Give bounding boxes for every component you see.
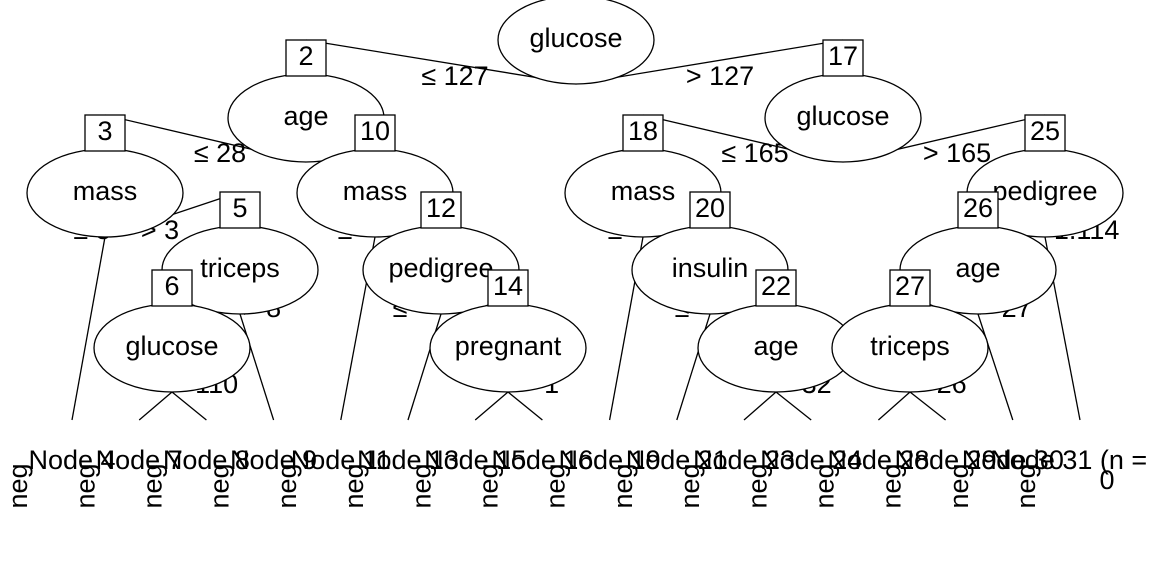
- node-id-box: [755, 269, 797, 307]
- terminal-class-label: neg: [810, 463, 840, 508]
- node-id-box: [219, 191, 261, 229]
- node-id-box: [151, 269, 193, 307]
- terminal-class-label: neg: [944, 463, 974, 508]
- edge-label: ≤ 28: [194, 138, 246, 168]
- node-id: 27: [895, 271, 925, 301]
- terminal-title: Node 9: [230, 445, 317, 475]
- edge: [507, 391, 543, 421]
- terminal-class-label: neg: [1011, 463, 1041, 508]
- node-label: mass: [343, 176, 408, 206]
- node-label: pedigree: [992, 176, 1097, 206]
- terminal-title: Node 23: [693, 445, 795, 475]
- terminal-class-label: neg: [742, 463, 772, 508]
- terminal-class-label: neg: [70, 463, 100, 508]
- node-id: 14: [493, 271, 523, 301]
- node-label: triceps: [870, 331, 950, 361]
- node-id: 26: [963, 193, 993, 223]
- terminal-class-label: neg: [675, 463, 705, 508]
- edge: [909, 391, 947, 421]
- node-label: pregnant: [455, 331, 562, 361]
- edge-label: ≤ 165: [721, 138, 788, 168]
- node-label: insulin: [672, 253, 749, 283]
- node-id-box: [889, 269, 931, 307]
- node-id-box: [957, 191, 999, 229]
- node-id: 6: [164, 271, 179, 301]
- node-id: 20: [695, 193, 725, 223]
- terminal-title: Node 31 (n = 5: [990, 445, 1152, 475]
- terminal-class-label: neg: [608, 463, 638, 508]
- node-id: 17: [828, 41, 858, 71]
- node-id: 18: [628, 116, 658, 146]
- node-id-box: [354, 114, 396, 152]
- axis-tick: 0: [1099, 465, 1114, 495]
- terminal-title: Node 7: [96, 445, 183, 475]
- terminal-title: Node 13: [357, 445, 459, 475]
- node-id: 3: [97, 116, 112, 146]
- terminal-title: Node 4: [28, 445, 115, 475]
- node-label: mass: [611, 176, 676, 206]
- node-id: 10: [360, 116, 390, 146]
- edge: [239, 313, 275, 421]
- edge: [743, 391, 777, 421]
- terminal-class-label: neg: [474, 463, 504, 508]
- node-id: 25: [1030, 116, 1060, 146]
- terminal-class-label: neg: [541, 463, 571, 508]
- terminal-title: Node 16: [491, 445, 593, 475]
- terminal-title: Node 8: [163, 445, 250, 475]
- terminal-class-label: neg: [877, 463, 907, 508]
- node-label: age: [283, 101, 328, 131]
- terminal-title: Node 15: [424, 445, 526, 475]
- node-id-box: [622, 114, 664, 152]
- terminal-class-label: neg: [339, 463, 369, 508]
- terminal-title: Node 24: [760, 445, 862, 475]
- terminal-title: Node 21: [626, 445, 728, 475]
- terminal-title: Node 19: [559, 445, 661, 475]
- node-id-box: [487, 269, 529, 307]
- node-id-box: [285, 39, 327, 77]
- node-id-box: [1024, 114, 1066, 152]
- edge: [138, 391, 173, 421]
- edge: [71, 236, 106, 421]
- terminal-class-label: neg: [205, 463, 235, 508]
- edge: [474, 391, 509, 421]
- node-id-box: [84, 114, 126, 152]
- terminal-title: Node 11: [291, 445, 391, 475]
- terminal-class-label: neg: [3, 463, 33, 508]
- edge: [877, 391, 911, 421]
- node-id: 12: [426, 193, 456, 223]
- node-label: age: [753, 331, 798, 361]
- node-id: 2: [298, 41, 313, 71]
- node-ellipse: [497, 0, 655, 85]
- terminal-title: Node 29: [895, 445, 997, 475]
- terminal-class-label: neg: [138, 463, 168, 508]
- terminal-title: Node 30: [962, 445, 1064, 475]
- node-label: pedigree: [388, 253, 493, 283]
- edge-label: > 127: [686, 61, 754, 91]
- edge-label: ≤ 127: [421, 61, 488, 91]
- edge: [171, 391, 207, 421]
- node-id-box: [420, 191, 462, 229]
- node-id: 5: [232, 193, 247, 223]
- terminal-class-label: neg: [406, 463, 436, 508]
- edge: [775, 391, 812, 421]
- terminal-title: Node 28: [827, 445, 929, 475]
- node-label: glucose: [796, 101, 889, 131]
- edge-label: > 165: [923, 138, 991, 168]
- node-label: mass: [73, 176, 138, 206]
- node-id-box: [689, 191, 731, 229]
- node-label: glucose: [125, 331, 218, 361]
- edge: [977, 313, 1014, 421]
- node-label: glucose: [529, 23, 622, 53]
- terminal-class-label: neg: [272, 463, 302, 508]
- node-label: triceps: [200, 253, 280, 283]
- node-label: age: [955, 253, 1000, 283]
- node-id: 22: [761, 271, 791, 301]
- node-id-box: [822, 39, 864, 77]
